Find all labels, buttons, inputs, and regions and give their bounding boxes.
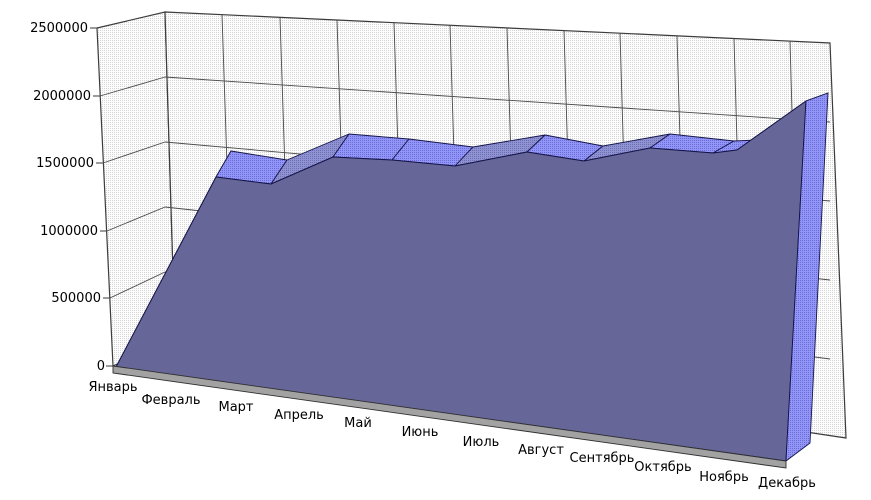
- x-axis-label-Октябрь: Октябрь: [634, 460, 691, 475]
- x-axis-label-Май: Май: [344, 416, 372, 431]
- floor-front-edge: [112, 365, 787, 469]
- x-axis-label-Сентябрь: Сентябрь: [570, 451, 635, 466]
- h-gridline-left-wall: [106, 206, 166, 232]
- x-axis-labels: Январь Февраль Март Апрель Май Июнь Июль Август…: [88, 380, 815, 491]
- h-gridline-left-wall: [109, 271, 166, 299]
- h-gridline-left-wall: [102, 141, 166, 164]
- x-axis-label-Июнь: Июнь: [402, 425, 439, 440]
- y-axis-labels: 2500000 2000000 1500000 1000000 500000 0: [30, 21, 105, 374]
- x-axis-label-Январь: Январь: [88, 380, 137, 395]
- h-gridline-back-wall: [164, 76, 831, 123]
- y-axis-label: 2500000: [30, 21, 88, 36]
- x-axis-label-Июль: Июль: [463, 435, 500, 450]
- area-front-face: [115, 100, 807, 462]
- x-axis-label-Апрель: Апрель: [274, 408, 324, 423]
- x-axis-label-Март: Март: [218, 400, 253, 415]
- y-axis-label: 2000000: [33, 89, 91, 104]
- y-axis-label: 500000: [51, 291, 101, 306]
- y-axis-label: 1000000: [40, 224, 98, 239]
- h-gridline-left-wall: [99, 76, 166, 97]
- x-axis-label-Февраль: Февраль: [141, 393, 200, 408]
- x-axis-label-Август: Август: [518, 443, 564, 458]
- chart-floor: [112, 365, 787, 469]
- y-axis-label: 1500000: [36, 156, 94, 171]
- area-series-surface: [115, 92, 829, 462]
- y-axis-label: 0: [97, 359, 105, 374]
- x-axis-label-Декабрь: Декабрь: [758, 476, 816, 491]
- x-axis-label-Ноябрь: Ноябрь: [699, 470, 748, 485]
- area-right-side-face: [785, 92, 829, 462]
